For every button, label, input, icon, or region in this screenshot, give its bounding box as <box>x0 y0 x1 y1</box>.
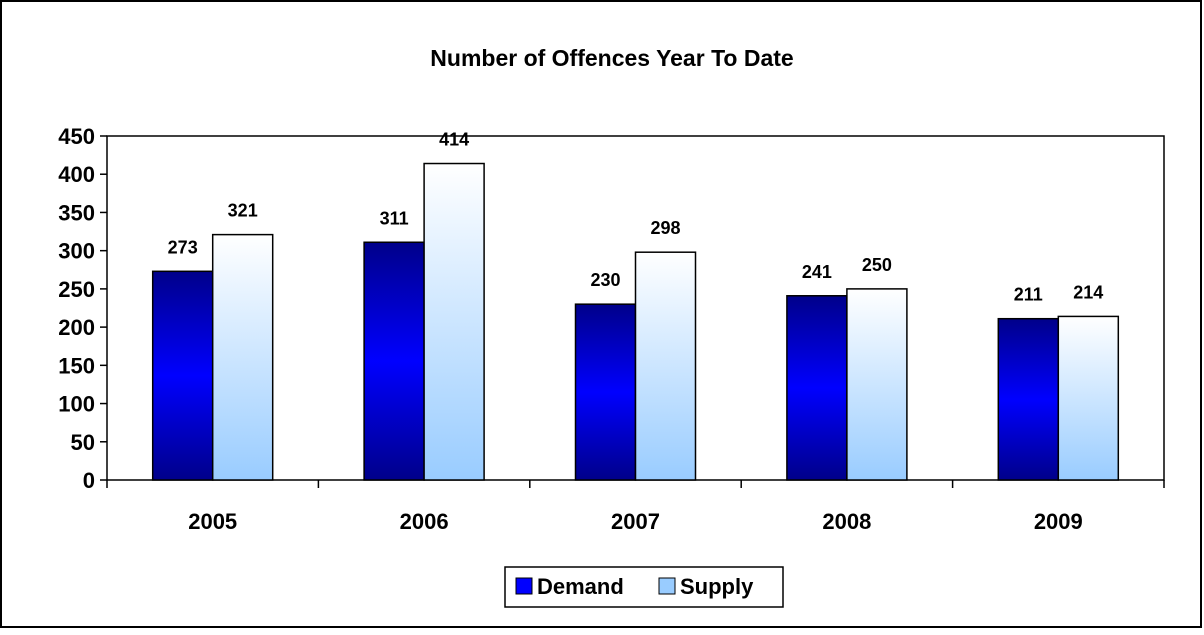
bar-supply <box>211 233 274 481</box>
legend-label-supply: Supply <box>680 574 754 599</box>
data-labels: 273 321 311 414 230 298 241 250 211 214 <box>168 130 1104 305</box>
data-label-demand: 211 <box>1014 285 1043 305</box>
y-tick-label: 300 <box>58 239 95 264</box>
x-axis: 2005 2006 2007 2008 2009 <box>106 480 1165 534</box>
bar-supply <box>423 162 485 481</box>
legend-label-demand: Demand <box>537 574 624 599</box>
data-label-supply: 321 <box>228 201 258 221</box>
data-label-supply: 298 <box>650 218 680 238</box>
y-tick-label: 350 <box>58 200 95 225</box>
y-tick-label: 450 <box>58 124 95 149</box>
data-label-demand: 230 <box>590 270 620 290</box>
bar-demand <box>574 303 637 481</box>
legend: Demand Supply <box>504 566 784 608</box>
bar-demand <box>997 317 1060 481</box>
y-tick-label: 250 <box>58 277 95 302</box>
bars <box>151 162 1120 481</box>
data-label-demand: 273 <box>168 237 198 257</box>
legend-swatch-supply <box>658 577 676 595</box>
x-tick-label: 2009 <box>1034 509 1083 534</box>
data-label-demand: 311 <box>380 208 409 228</box>
y-tick-label: 400 <box>58 162 95 187</box>
y-tick-label: 150 <box>58 353 95 378</box>
bar-demand <box>151 270 214 481</box>
y-tick-label: 50 <box>71 430 95 455</box>
bar-demand <box>786 295 848 481</box>
y-tick-label: 100 <box>58 392 95 417</box>
x-tick-label: 2008 <box>822 509 871 534</box>
legend-swatch-demand <box>515 577 533 595</box>
bar-supply <box>634 251 697 481</box>
y-tick-label: 200 <box>58 315 95 340</box>
bar-supply <box>1057 315 1120 481</box>
x-tick-label: 2006 <box>400 509 449 534</box>
y-tick-label: 0 <box>83 468 95 493</box>
x-tick-label: 2007 <box>611 509 660 534</box>
data-label-supply: 214 <box>1073 282 1103 302</box>
data-label-supply: 250 <box>862 255 892 275</box>
legend-box <box>504 566 784 608</box>
data-label-demand: 241 <box>802 262 832 282</box>
x-tick-label: 2005 <box>188 509 237 534</box>
chart-title: Number of Offences Year To Date <box>430 45 793 71</box>
y-axis: 0 50 100 150 200 250 300 350 400 450 <box>58 124 107 493</box>
bar-demand <box>363 241 425 481</box>
data-label-supply: 414 <box>439 130 469 150</box>
bar-supply <box>846 288 908 481</box>
